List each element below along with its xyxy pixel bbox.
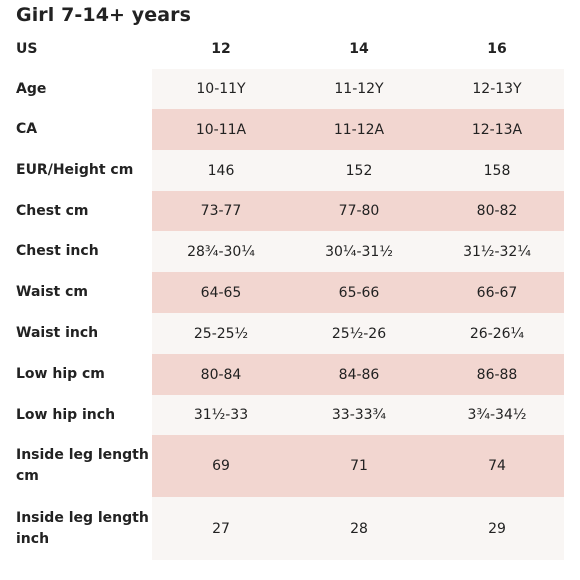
table-row: CA 10-11A 11-12A 12-13A	[0, 109, 580, 150]
row-label: Low hip inch	[16, 406, 116, 423]
table-cell: 73-77	[200, 203, 242, 219]
table-cell: 77-80	[338, 203, 380, 219]
table-row: EUR/Height cm 146 152 158	[0, 150, 580, 191]
table-cell: 12-13Y	[472, 81, 522, 97]
table-cell: 11-12A	[333, 121, 385, 138]
table-cell: 12-13A	[471, 121, 523, 138]
table-row: Chest inch 28¾-30¼ 30¼-31½ 31½-32¼	[0, 231, 580, 272]
row-cells: 10-11A 11-12A 12-13A	[152, 109, 564, 150]
table-cell: 29	[488, 520, 506, 537]
table-cell: 71	[350, 458, 368, 474]
header-size-column: 12	[211, 41, 231, 57]
table-cell: 31½-33	[193, 407, 249, 423]
table-cell: 10-11Y	[196, 81, 246, 97]
row-cells: 64-65 65-66 66-67	[152, 272, 564, 313]
row-label: Low hip cm	[16, 366, 105, 382]
row-label: CA	[16, 121, 38, 137]
row-cells: 10-11Y 11-12Y 12-13Y	[152, 69, 564, 109]
row-cells: 146 152 158	[152, 150, 564, 191]
table-cell: 65-66	[338, 284, 380, 301]
row-label: Inside leg length cm	[16, 447, 149, 484]
table-row: Low hip cm 80-84 84-86 86-88	[0, 354, 580, 395]
table-cell: 11-12Y	[334, 81, 384, 97]
row-label: Waist cm	[16, 284, 88, 300]
table-cell: 69	[212, 458, 230, 474]
header-size-column: 14	[349, 41, 369, 57]
row-label: Age	[16, 80, 47, 97]
table-cell: 33-33¾	[331, 407, 387, 423]
row-cells: 69 71 74	[152, 435, 564, 497]
row-cells: 28¾-30¼ 30¼-31½ 31½-32¼	[152, 231, 564, 272]
table-cell: 30¼-31½	[325, 243, 393, 260]
table-cell: 74	[488, 458, 506, 474]
table-cell: 31½-32¼	[463, 243, 531, 260]
row-label: Chest inch	[16, 243, 99, 259]
table-cell: 64-65	[200, 284, 242, 301]
row-label: Chest cm	[16, 202, 89, 219]
table-cell: 3¾-34½	[467, 407, 527, 423]
row-cells: 80-84 84-86 86-88	[152, 354, 564, 395]
table-cell: 10-11A	[195, 121, 247, 138]
size-chart-title: Girl 7-14+ years	[16, 4, 192, 26]
header-size-column: 16	[487, 41, 507, 57]
table-cell: 25½-26	[331, 325, 387, 342]
table-cell: 158	[483, 162, 511, 179]
row-cells: 27 28 29	[152, 497, 564, 560]
row-label: Inside leg length inch	[16, 509, 149, 547]
row-cells: 31½-33 33-33¾ 3¾-34½	[152, 395, 564, 435]
table-row: Waist inch 25-25½ 25½-26 26-26¼	[0, 313, 580, 354]
table-row: Age 10-11Y 11-12Y 12-13Y	[0, 69, 580, 109]
row-cells: 73-77 77-80 80-82	[152, 191, 564, 231]
table-row: Inside leg length cm 69 71 74	[0, 435, 580, 497]
table-cell: 80-82	[476, 203, 518, 219]
row-cells: 25-25½ 25½-26 26-26¼	[152, 313, 564, 354]
row-label: EUR/Height cm	[16, 162, 134, 178]
table-row: Low hip inch 31½-33 33-33¾ 3¾-34½	[0, 395, 580, 435]
table-cell: 80-84	[200, 366, 242, 383]
table-cell: 28¾-30¼	[187, 243, 255, 260]
table-cell: 84-86	[338, 366, 380, 383]
table-row: Inside leg length inch 27 28 29	[0, 497, 580, 560]
table-cell: 27	[212, 520, 230, 537]
table-cell: 28	[350, 520, 368, 537]
table-cell: 26-26¼	[469, 325, 525, 342]
header-label-us: US	[16, 41, 38, 57]
row-label: Waist inch	[16, 325, 99, 341]
table-row: Waist cm 64-65 65-66 66-67	[0, 272, 580, 313]
table-cell: 25-25½	[193, 325, 249, 342]
table-cell: 66-67	[476, 284, 518, 301]
table-cell: 146	[207, 162, 235, 179]
table-row: Chest cm 73-77 77-80 80-82	[0, 191, 580, 231]
table-cell: 152	[345, 162, 373, 179]
table-header: US 12 14 16	[0, 34, 580, 64]
table-cell: 86-88	[476, 366, 518, 383]
